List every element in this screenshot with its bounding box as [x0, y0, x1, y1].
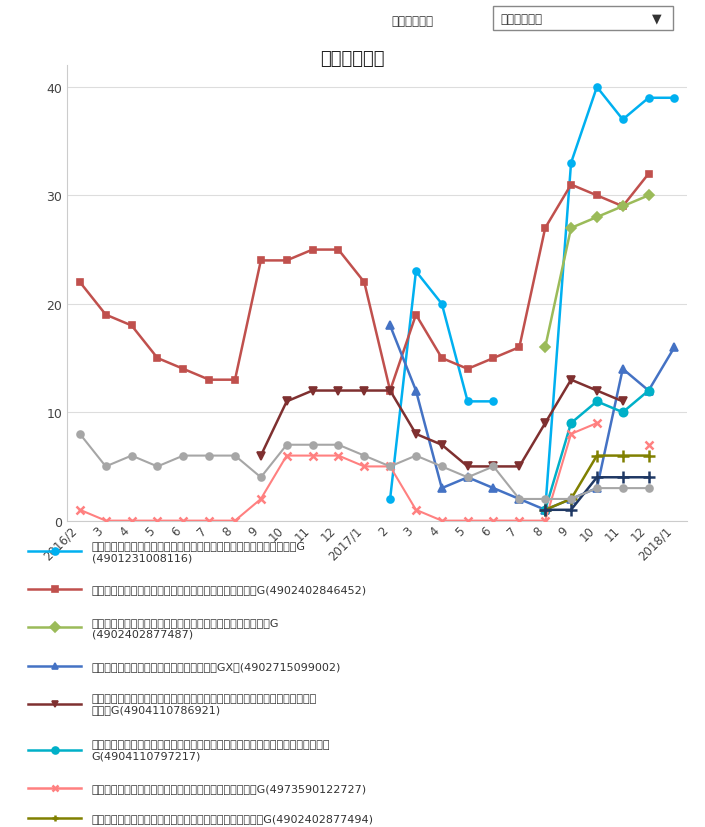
Text: 折れ線グラフ: 折れ線グラフ: [391, 15, 434, 28]
Text: 中村屋　濃厚ビーフシチュー　厚切り牛肉のこだわり仕込み　レトルト　２００
G(4904110797217): 中村屋 濃厚ビーフシチュー 厚切り牛肉のこだわり仕込み レトルト ２００ G(4…: [92, 739, 330, 761]
Text: ハウス　シチュー屋シチュー　クリーム　レトルト　１９０G
(4902402877487): ハウス シチュー屋シチュー クリーム レトルト １９０G (4902402877…: [92, 617, 279, 638]
Text: 中村屋　ごろごろ野菜のこだわり仕立て　濃厚クリームシチュー　レトルト
２１０G(4904110786921): 中村屋 ごろごろ野菜のこだわり仕立て 濃厚クリームシチュー レトルト ２１０G(…: [92, 693, 317, 715]
Text: ハウス　シチュー屋シチュー　ビーフ　レトルト　１９０G(4902402877494): ハウス シチュー屋シチュー ビーフ レトルト １９０G(490240287749…: [92, 813, 374, 823]
Text: 丸大　ビーフシチュー　レトルト　１４０GX３(4902715099002): 丸大 ビーフシチュー レトルト １４０GX３(4902715099002): [92, 661, 341, 671]
Text: 千人当り金額: 千人当り金額: [501, 12, 543, 26]
Text: 販売動向比較: 販売動向比較: [320, 50, 385, 68]
Text: ▼: ▼: [652, 12, 662, 26]
Text: Ｓフーズ　レンジで簡単調理　牛タンシチュー　２１０G(4973590122727): Ｓフーズ レンジで簡単調理 牛タンシチュー ２１０G(4973590122727…: [92, 783, 367, 793]
Text: 伊藤　レンジでごちそう　ビーフシチュー　赤ワイン仕立て　１６５G
(4901231008116): 伊藤 レンジでごちそう ビーフシチュー 赤ワイン仕立て １６５G (490123…: [92, 541, 306, 562]
Text: ハウス　北海道シチュー　クリーム　レトルト　２１０G(4902402846452): ハウス 北海道シチュー クリーム レトルト ２１０G(4902402846452…: [92, 585, 367, 595]
FancyBboxPatch shape: [493, 7, 673, 31]
